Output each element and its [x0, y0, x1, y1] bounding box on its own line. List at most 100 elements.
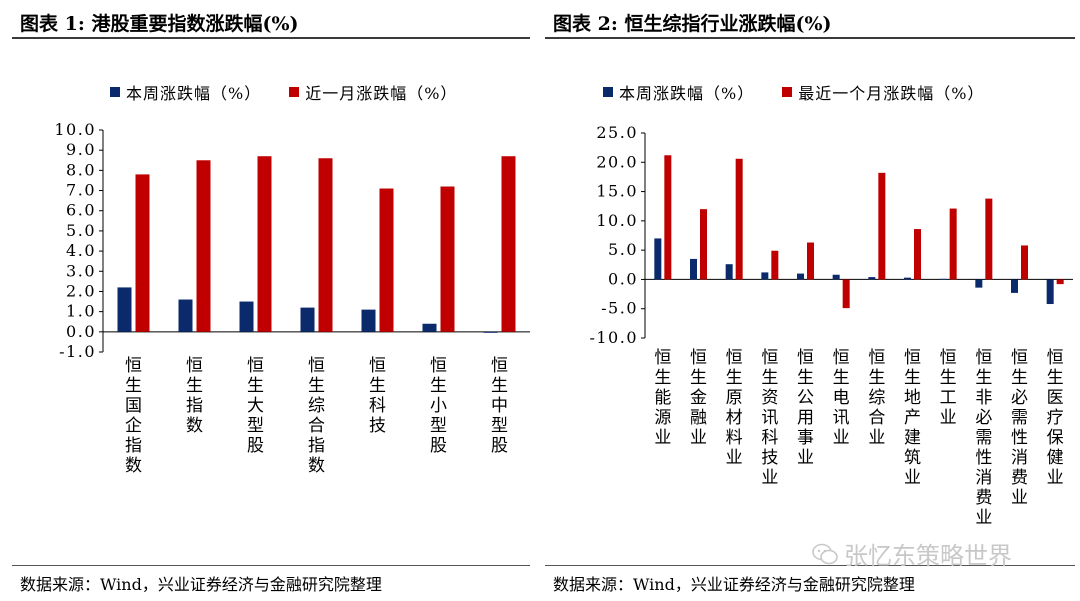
left-bar-weekly [300, 307, 315, 332]
right-category-label: 恒生工业 [940, 348, 957, 428]
left-bar-monthly [135, 174, 150, 332]
right-bar-monthly [842, 279, 850, 309]
right-bar-weekly [1046, 279, 1054, 305]
right-bar-weekly [832, 274, 840, 280]
right-bar-weekly [868, 277, 876, 280]
right-legend-item-monthly: 最近一个月涨跌幅（%） [782, 80, 984, 104]
right-category-label: 恒生综合业 [868, 348, 885, 448]
left-legend-swatch-monthly [289, 87, 300, 97]
right-y-tick-label: 5.0 [608, 240, 638, 259]
right-y-tick-label: -5.0 [601, 299, 638, 318]
left-category-label: 恒生小型股 [430, 356, 447, 456]
right-bar-monthly [700, 209, 707, 280]
left-bar-monthly [318, 158, 333, 332]
left-legend-swatch-weekly [110, 87, 120, 97]
right-source-note: 数据来源：Wind，兴业证券经济与金融研究院整理 [553, 575, 915, 594]
left-y-tick-label: 7.0 [66, 181, 96, 200]
right-bottom-rule [545, 565, 1075, 566]
left-category-label: 恒生国企指数 [125, 356, 142, 476]
watermark-text: 张忆东策略世界 [844, 542, 1012, 570]
right-category-label: 恒生资讯科技业 [761, 348, 778, 488]
right-bar-monthly [949, 208, 957, 280]
right-category-label: 恒生能源业 [654, 348, 671, 448]
right-legend-swatch-weekly [603, 87, 613, 97]
left-y-tick-label: 10.0 [54, 120, 96, 139]
left-bar-monthly [440, 186, 455, 332]
left-chart-plot: 10.09.08.0 7.06.05.04.03.02.0 1.00.0-1.0 恒生… [54, 120, 530, 476]
right-bar-monthly [914, 229, 921, 280]
right-bar-monthly [807, 242, 814, 280]
left-category-label: 恒生科技 [369, 356, 386, 436]
right-category-label: 恒生非必需性消费业 [975, 348, 992, 528]
right-bar-monthly [1056, 279, 1064, 285]
right-bar-weekly [797, 273, 804, 280]
left-legend-item-weekly: 本周涨跌幅（%） [110, 80, 261, 104]
right-bar-monthly [985, 198, 993, 280]
right-legend-item-weekly: 本周涨跌幅（%） [603, 80, 754, 104]
left-bar-weekly [422, 323, 437, 332]
right-chart-plot: 25.0 20.0 15.0 10.0 5.0 0.0 -5.0 -10.0 恒生能源业 恒生金融… [589, 123, 1073, 528]
right-category-label: 恒生电讯业 [833, 348, 850, 448]
left-bar-monthly [257, 156, 272, 332]
left-category-label: 恒生指数 [186, 356, 203, 436]
right-bar-monthly [771, 250, 779, 280]
left-y-tick-label: 3.0 [66, 261, 96, 280]
right-bar-weekly [690, 258, 697, 280]
left-chart-panel: 图表 1: 港股重要指数涨跌幅(%) 本周涨跌幅（%） 近一月涨跌幅（%） 10… [0, 0, 530, 601]
left-category-label: 恒生大型股 [247, 356, 264, 456]
right-y-tick-label: 15.0 [596, 182, 638, 201]
right-y-tick-label: -10.0 [589, 328, 638, 347]
right-category-label: 恒生公用事业 [797, 348, 814, 468]
right-bar-weekly [654, 238, 662, 280]
right-legend-label-monthly: 最近一个月涨跌幅（%） [798, 84, 985, 103]
right-category-label: 恒生医疗保健业 [1047, 348, 1064, 488]
left-y-tick-label: 8.0 [66, 160, 96, 179]
left-y-tick-label: 2.0 [66, 281, 96, 300]
left-bar-weekly [361, 309, 376, 332]
left-bar-weekly [483, 331, 498, 333]
left-bar-weekly [117, 287, 132, 332]
left-bar-weekly [178, 299, 193, 332]
left-legend-label-weekly: 本周涨跌幅（%） [126, 84, 262, 103]
right-category-label: 恒生地产建筑业 [904, 348, 921, 488]
left-y-tick-label: 5.0 [66, 221, 96, 240]
left-bar-monthly [501, 156, 516, 332]
left-category-label: 恒生中型股 [491, 356, 508, 456]
right-bar-monthly [664, 155, 672, 280]
left-y-tick-label: 1.0 [66, 302, 96, 321]
left-legend-label-monthly: 近一月涨跌幅（%） [305, 84, 458, 103]
left-source-note: 数据来源：Wind，兴业证券经济与金融研究院整理 [20, 575, 382, 594]
right-category-label: 恒生原材料业 [726, 348, 743, 468]
left-bar-weekly [239, 301, 254, 332]
left-bar-monthly [379, 188, 394, 332]
right-bar-monthly [735, 158, 743, 280]
right-bar-weekly [761, 272, 769, 280]
left-title-rule [12, 37, 530, 39]
left-legend: 本周涨跌幅（%） 近一月涨跌幅（%） [110, 80, 485, 104]
right-category-label: 恒生必需性消费业 [1011, 348, 1028, 508]
right-bar-monthly [1021, 245, 1028, 280]
right-y-tick-label: 25.0 [596, 123, 638, 142]
right-chart-panel: 图表 2: 恒生综指行业涨跌幅(%) 本周涨跌幅（%） 最近一个月涨跌幅（%） … [545, 0, 1080, 601]
right-legend: 本周涨跌幅（%） 最近一个月涨跌幅（%） [603, 80, 1012, 104]
left-legend-item-monthly: 近一月涨跌幅（%） [289, 80, 457, 104]
right-legend-swatch-monthly [782, 87, 793, 97]
left-y-tick-label: 6.0 [66, 201, 96, 220]
right-y-tick-label: 0.0 [608, 269, 638, 288]
right-y-tick-label: 10.0 [596, 211, 638, 230]
left-y-tick-label: 9.0 [66, 140, 96, 159]
left-y-tick-label: 0.0 [66, 322, 96, 341]
right-chart-title: 图表 2: 恒生综指行业涨跌幅(%) [553, 13, 832, 35]
right-category-label: 恒生金融业 [690, 348, 707, 448]
left-y-tick-label: 4.0 [66, 241, 96, 260]
right-bar-weekly [939, 278, 947, 280]
right-bar-weekly [904, 277, 911, 280]
left-bottom-rule [12, 565, 530, 566]
left-category-label: 恒生综合指数 [308, 356, 325, 476]
right-bar-weekly [725, 264, 733, 280]
right-bar-monthly [878, 172, 886, 280]
left-y-tick-label: -1.0 [59, 342, 96, 361]
watermark: 张忆东策略世界 [812, 536, 1012, 571]
right-bar-weekly [975, 279, 983, 288]
left-bar-monthly [196, 160, 211, 332]
